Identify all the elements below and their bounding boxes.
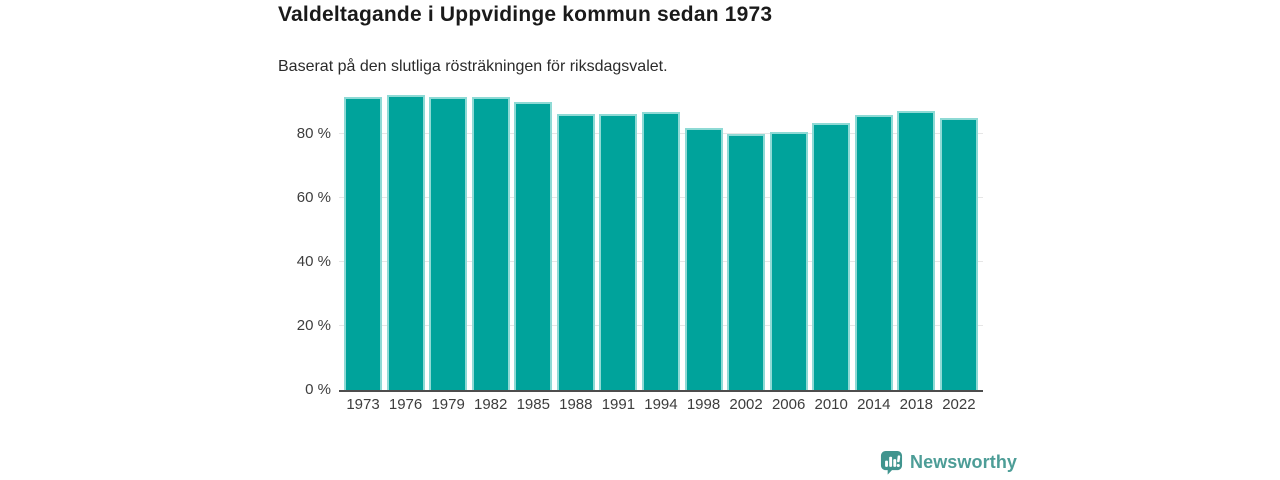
x-tick-label-2010: 2010 [814,396,848,413]
bar-1985[interactable] [514,101,553,390]
bar-2018[interactable] [897,111,936,390]
x-tick-label-1988: 1988 [559,396,593,413]
x-tick-label-2006: 2006 [771,396,806,413]
bar-1994[interactable] [641,111,680,390]
bar-2014[interactable] [854,115,893,390]
bar-1976[interactable] [386,94,425,390]
bars-container [339,85,983,390]
x-tick-label-1985: 1985 [516,396,550,413]
y-tick-label-0: 0 % [305,381,331,398]
x-tick-label-2002: 2002 [729,396,763,413]
x-tick-label-2018: 2018 [899,396,933,413]
bar-1988[interactable] [556,114,595,390]
newsworthy-icon [880,451,903,475]
x-tick-label-1973: 1973 [346,396,380,413]
x-tick-label-1982: 1982 [474,396,508,413]
y-tick-label-60: 60 % [296,188,331,206]
x-tick-label-1998: 1998 [686,396,721,413]
bar-2006[interactable] [769,131,808,390]
bar-2002[interactable] [727,133,766,390]
x-tick-label-2014: 2014 [857,396,891,413]
y-tick-label-20: 20 % [296,316,331,334]
x-tick-label-1994: 1994 [644,396,678,413]
bar-1979[interactable] [429,96,468,390]
x-tick-label-1976: 1976 [388,396,423,413]
x-tick-label-2022: 2022 [942,396,976,413]
chart-subtitle: Baserat på den slutliga rösträkningen fö… [278,58,668,75]
bar-1973[interactable] [344,97,382,390]
bar-2022[interactable] [939,117,978,390]
bar-1998[interactable] [684,128,723,390]
plot-area [339,85,983,392]
x-tick-label-1991: 1991 [601,396,636,413]
chart-title: Valdeltagande i Uppvidinge kommun sedan … [278,3,773,26]
x-axis-labels: 1973 1976 1979 1982 1985 1988 1991 1994 1998 2002… [339,396,983,414]
newsworthy-wordmark[interactable]: Newsworthy [910,452,1018,472]
bar-1982[interactable] [471,96,510,390]
y-tick-label-80: 80 % [296,124,331,142]
y-tick-label-40: 40 % [296,252,331,270]
bar-2010[interactable] [812,123,851,390]
bar-1991[interactable] [599,114,638,390]
x-tick-label-1979: 1979 [431,396,465,413]
newsworthy-logo[interactable]: Newsworthy [880,450,1017,475]
